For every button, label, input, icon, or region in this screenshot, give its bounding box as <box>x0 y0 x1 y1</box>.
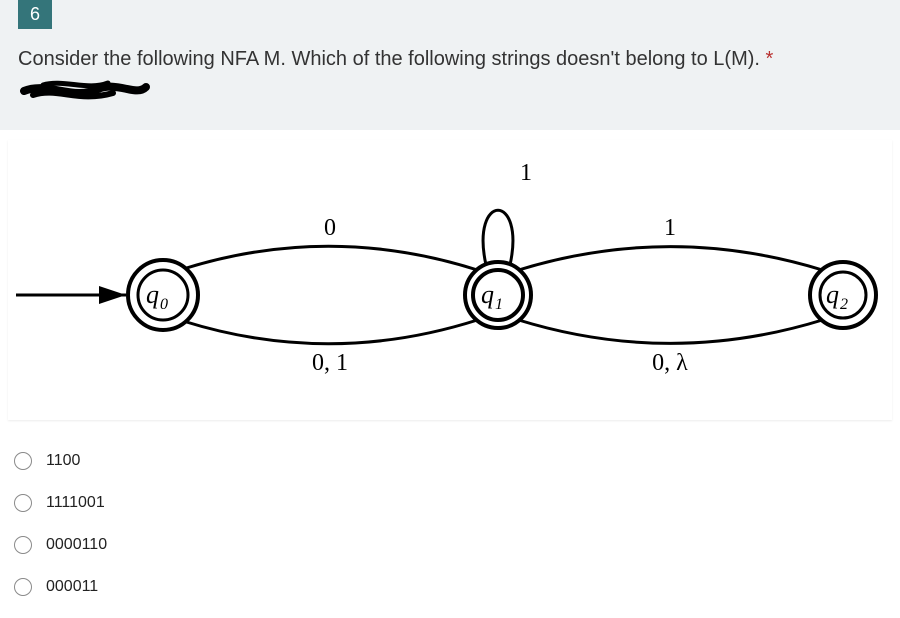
option-row[interactable]: 0000110 <box>14 524 900 566</box>
option-row[interactable]: 000011 <box>14 566 900 608</box>
option-label[interactable]: 1100 <box>46 452 80 470</box>
question-number-badge: 6 <box>18 0 52 29</box>
option-label[interactable]: 000011 <box>46 578 98 596</box>
svg-text:1: 1 <box>520 160 532 186</box>
svg-text:0: 0 <box>324 215 336 241</box>
option-label[interactable]: 0000110 <box>46 536 107 554</box>
answer-options: 1100 1111001 0000110 000011 <box>0 430 900 608</box>
nfa-diagram: 00, 110, λ1q0q1q2 <box>8 140 892 420</box>
radio-icon[interactable] <box>14 452 32 470</box>
question-body: Consider the following NFA M. Which of t… <box>18 48 766 70</box>
option-row[interactable]: 1111001 <box>14 482 900 524</box>
redaction-scribble <box>18 77 158 105</box>
question-header: 6 Consider the following NFA M. Which of… <box>0 0 900 130</box>
radio-icon[interactable] <box>14 494 32 512</box>
option-label[interactable]: 1111001 <box>46 494 105 512</box>
svg-text:0, λ: 0, λ <box>652 350 688 376</box>
required-asterisk: * <box>766 48 774 70</box>
svg-text:0, 1: 0, 1 <box>312 350 348 376</box>
radio-icon[interactable] <box>14 536 32 554</box>
question-text: Consider the following NFA M. Which of t… <box>0 39 900 73</box>
radio-icon[interactable] <box>14 578 32 596</box>
svg-text:1: 1 <box>664 215 676 241</box>
option-row[interactable]: 1100 <box>14 440 900 482</box>
